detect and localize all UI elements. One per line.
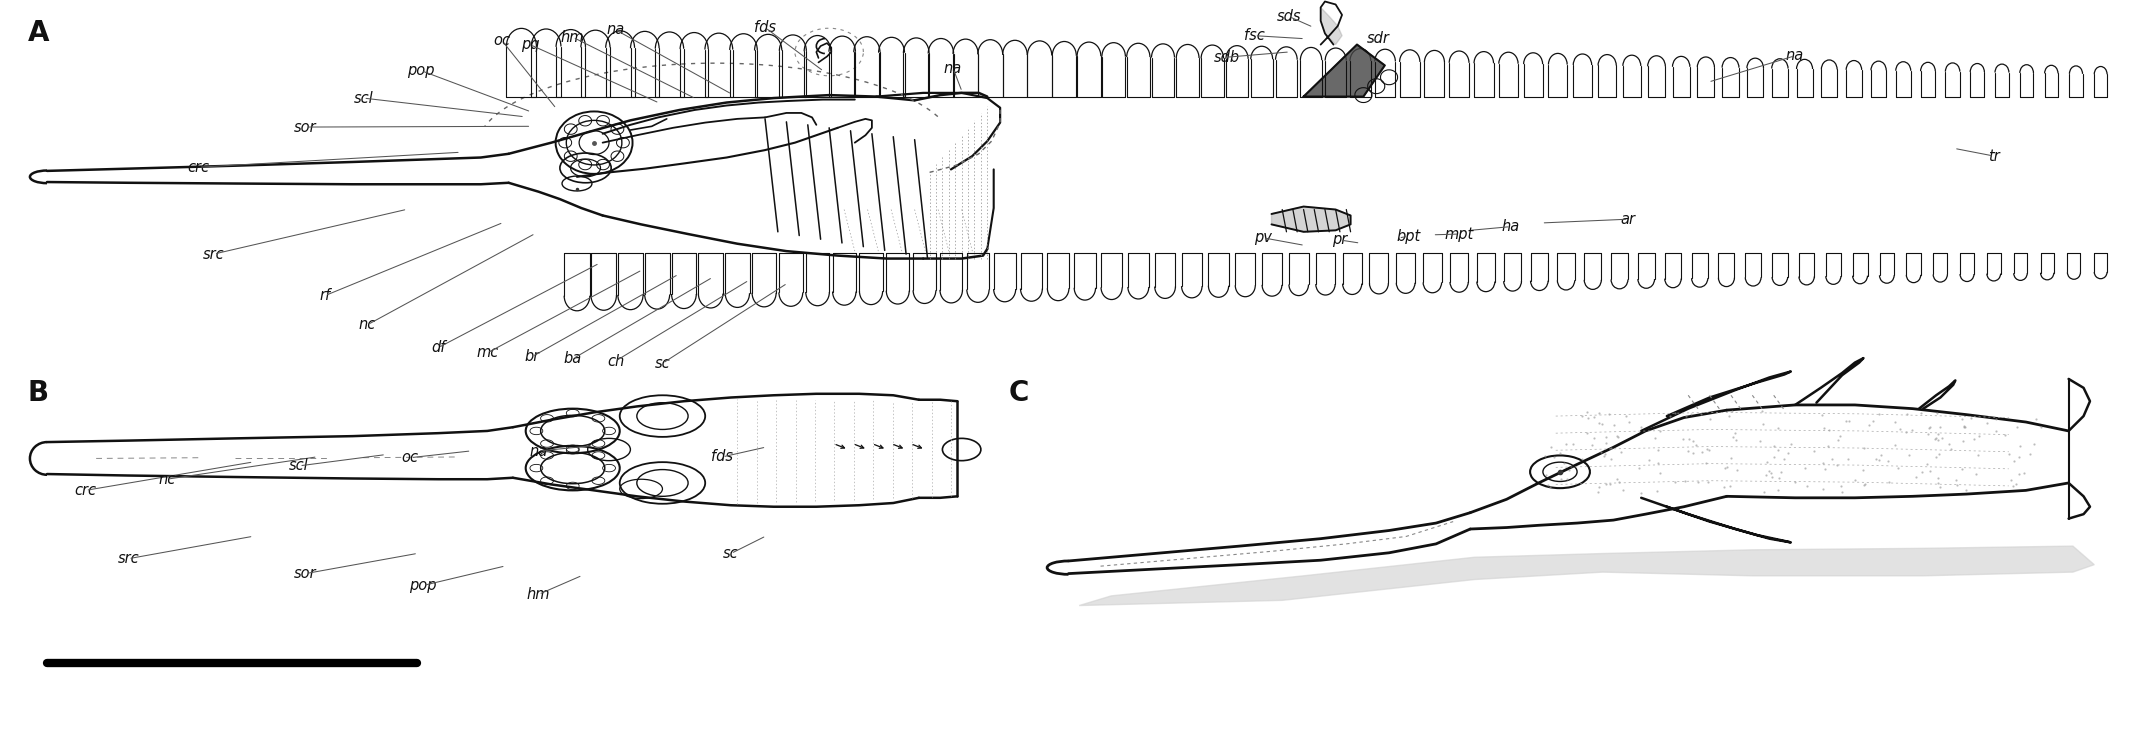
Text: ar: ar — [1620, 212, 1637, 227]
Text: oc: oc — [402, 450, 419, 465]
Polygon shape — [1304, 45, 1385, 97]
Text: hm: hm — [562, 30, 583, 45]
Text: ch: ch — [607, 354, 624, 369]
Text: fds: fds — [754, 20, 776, 35]
Text: pv: pv — [1254, 230, 1272, 245]
Text: tr: tr — [1987, 149, 2000, 163]
Text: scl: scl — [353, 91, 374, 106]
Text: sor: sor — [295, 120, 316, 134]
Text: hm: hm — [528, 587, 549, 602]
Polygon shape — [1272, 207, 1351, 232]
Text: C: C — [1009, 379, 1030, 407]
Text: crc: crc — [75, 483, 96, 498]
Text: sdb: sdb — [1214, 50, 1239, 65]
Text: nc: nc — [359, 317, 376, 332]
Text: scl: scl — [288, 458, 310, 473]
Text: rf: rf — [318, 288, 331, 303]
Text: pop: pop — [408, 63, 434, 78]
Text: mc: mc — [477, 345, 498, 360]
Text: pq: pq — [521, 37, 539, 52]
Text: sc: sc — [654, 356, 671, 371]
Text: sor: sor — [295, 566, 316, 581]
Text: crc: crc — [188, 160, 209, 175]
Text: na: na — [945, 61, 962, 76]
Text: na: na — [530, 444, 547, 458]
Text: fds: fds — [712, 450, 733, 464]
Text: mpt: mpt — [1445, 227, 1475, 241]
Text: na: na — [1787, 48, 1804, 63]
Text: sc: sc — [722, 546, 739, 561]
Text: ha: ha — [1502, 219, 1519, 234]
Text: oc: oc — [494, 33, 511, 48]
Text: br: br — [524, 349, 541, 364]
Text: sds: sds — [1276, 9, 1301, 24]
Text: nc: nc — [158, 472, 175, 487]
Text: ba: ba — [564, 351, 581, 366]
Text: sdr: sdr — [1368, 31, 1389, 46]
Text: na: na — [607, 22, 624, 37]
Polygon shape — [1321, 7, 1342, 45]
Text: pr: pr — [1331, 233, 1348, 247]
Text: df: df — [432, 340, 444, 355]
Text: src: src — [203, 247, 224, 262]
Polygon shape — [1079, 546, 2094, 606]
Text: src: src — [118, 551, 139, 566]
Text: B: B — [28, 379, 49, 407]
Text: pop: pop — [410, 578, 436, 593]
Text: fsc: fsc — [1244, 28, 1265, 43]
Text: A: A — [28, 19, 49, 47]
Text: bpt: bpt — [1395, 229, 1421, 244]
